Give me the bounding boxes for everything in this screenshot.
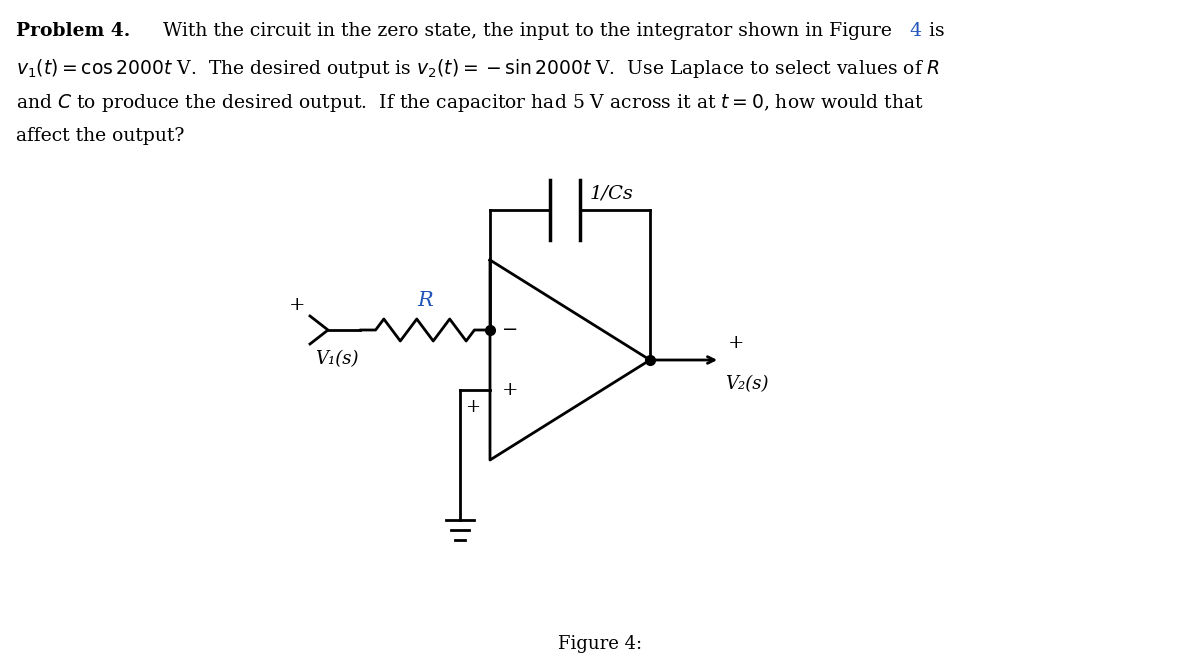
Text: V₂(s): V₂(s) [725,375,768,393]
Text: is: is [923,22,944,40]
Text: Problem 4.: Problem 4. [16,22,130,40]
Text: With the circuit in the zero state, the input to the integrator shown in Figure: With the circuit in the zero state, the … [157,22,898,40]
Text: +: + [502,381,518,399]
Text: $v_1(t) = \cos 2000t$ V.  The desired output is $v_2(t) = -\sin 2000t$ V.  Use L: $v_1(t) = \cos 2000t$ V. The desired out… [16,57,940,80]
Text: Figure 4:: Figure 4: [558,635,642,653]
Text: +: + [728,334,744,352]
Text: V₁(s): V₁(s) [314,350,359,368]
Text: and $C$ to produce the desired output.  If the capacitor had 5 V across it at $t: and $C$ to produce the desired output. I… [16,92,924,114]
Text: −: − [502,321,518,339]
Text: +: + [288,296,305,314]
Text: R: R [418,291,433,310]
Text: +: + [466,398,480,416]
Text: 1/Cs: 1/Cs [590,184,634,202]
Text: affect the output?: affect the output? [16,127,184,145]
Text: 4: 4 [910,22,922,40]
